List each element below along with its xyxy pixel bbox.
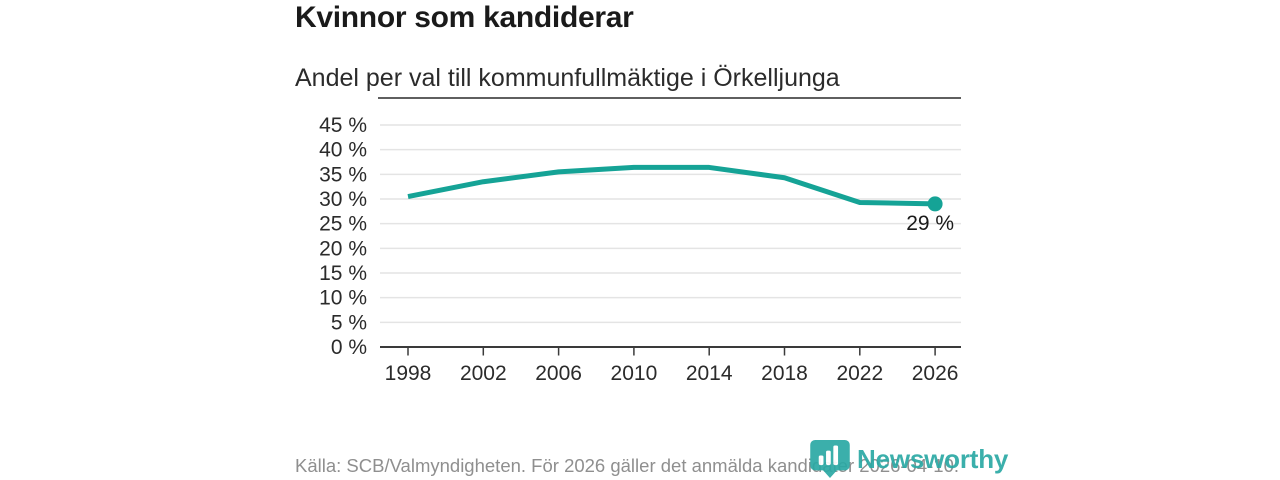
line-chart: 0 %5 %10 %15 %20 %25 %30 %35 %40 %45 % 1…: [319, 114, 961, 385]
y-tick-label: 0 %: [331, 336, 367, 359]
page-title: Kvinnor som kandiderar: [295, 1, 634, 34]
y-tick-label: 10 %: [319, 287, 367, 310]
x-tick-label: 2022: [836, 362, 883, 385]
x-tick-label: 2026: [912, 362, 959, 385]
x-tick-label: 2014: [686, 362, 733, 385]
end-point: [927, 196, 943, 212]
subtitle-divider: [378, 97, 961, 99]
y-tick-label: 40 %: [319, 139, 367, 162]
x-tick-label: 2002: [460, 362, 507, 385]
y-tick-label: 5 %: [331, 311, 367, 334]
y-tick-label: 20 %: [319, 237, 367, 260]
data-series: 29 %: [407, 164, 954, 235]
x-tick-label: 2006: [535, 362, 582, 385]
x-tick-label: 2018: [761, 362, 808, 385]
newsworthy-logo-icon: [810, 440, 850, 478]
x-axis: 1998 2002 2006 2010 2014 2018 2022 2026: [380, 346, 961, 385]
y-tick-label: 45 %: [319, 114, 367, 137]
source-note: Källa: SCB/Valmyndigheten. För 2026 gäll…: [295, 455, 960, 476]
y-tick-label: 30 %: [319, 188, 367, 211]
gridline-group: [380, 124, 961, 324]
chart-subtitle: Andel per val till kommunfullmäktige i Ö…: [295, 64, 840, 92]
newsworthy-logo: Newsworthy: [810, 440, 1008, 478]
newsworthy-logo-text: Newsworthy: [857, 443, 1009, 474]
x-tick-label: 2010: [611, 362, 658, 385]
y-axis: 0 %5 %10 %15 %20 %25 %30 %35 %40 %45 %: [319, 114, 367, 359]
x-tick-label: 1998: [385, 362, 432, 385]
end-value-label: 29 %: [906, 212, 954, 235]
y-tick-label: 35 %: [319, 163, 367, 186]
data-line: [407, 164, 936, 207]
y-tick-label: 15 %: [319, 262, 367, 285]
y-tick-label: 25 %: [319, 213, 367, 236]
